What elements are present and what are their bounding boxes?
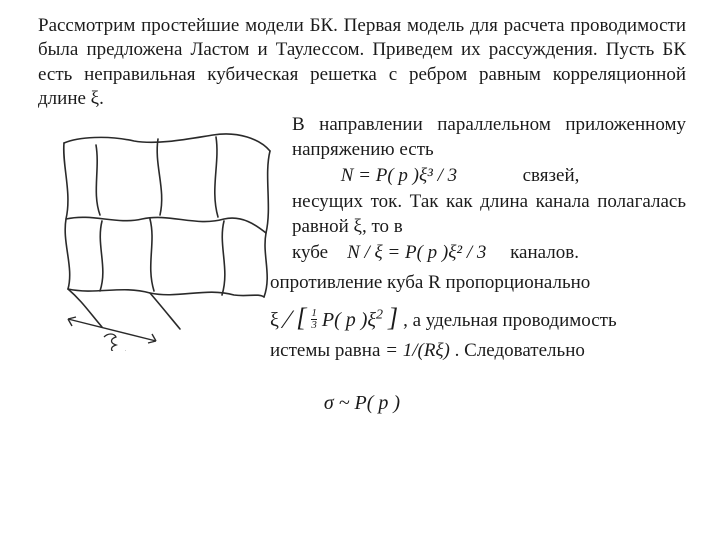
intro-text: Рассмотрим простейшие модели БК. Первая …	[38, 15, 686, 109]
formula-N: N = P( p )ξ³ / 3	[341, 165, 457, 186]
formula-eq1R: = 1/(Rξ)	[385, 340, 450, 361]
after-N: связей,	[523, 165, 580, 186]
sigma-line: σ ~ P( p )	[38, 391, 686, 417]
formula-N-line: N = P( p )ξ³ / 3 связей,	[292, 164, 686, 188]
page: Рассмотрим простейшие модели БК. Первая …	[0, 0, 720, 427]
formula-Nxi: N / ξ = P( p )ξ² / 3	[347, 242, 486, 263]
right-mid: несущих ток. Так как длина канала полага…	[292, 190, 686, 239]
lattice-figure	[38, 113, 292, 351]
frac-line: ξ ⁄ [ 13 P( p )ξ2 ] , а удельная проводи…	[270, 301, 686, 334]
resist-line: опротивление куба R пропорционально	[270, 271, 686, 295]
sys-line-a: истемы равна	[270, 340, 380, 361]
channels: каналов.	[510, 242, 579, 263]
right-intro: В направлении параллельном приложенному …	[292, 113, 686, 162]
lattice-svg	[38, 115, 286, 351]
resist-line-text: опротивление куба R пропорционально	[270, 272, 590, 293]
sys-line: истемы равна = 1/(Rξ) . Следовательно	[270, 339, 686, 363]
cube-line: кубе N / ξ = P( p )ξ² / 3 каналов.	[292, 241, 686, 265]
after-frac: , а удельная проводимость	[403, 310, 617, 331]
intro-paragraph: Рассмотрим простейшие модели БК. Первая …	[38, 14, 686, 111]
sigma-formula: σ ~ P( p )	[324, 392, 400, 414]
right-mid-text: несущих ток. Так как длина канала полага…	[292, 191, 686, 236]
cube-word: кубе	[292, 242, 328, 263]
right-intro-text: В направлении параллельном приложенному …	[292, 114, 686, 159]
after-eq1R: . Следовательно	[455, 340, 585, 361]
right-column: В направлении параллельном приложенному …	[292, 113, 686, 363]
figure-text-row: В направлении параллельном приложенному …	[38, 113, 686, 363]
